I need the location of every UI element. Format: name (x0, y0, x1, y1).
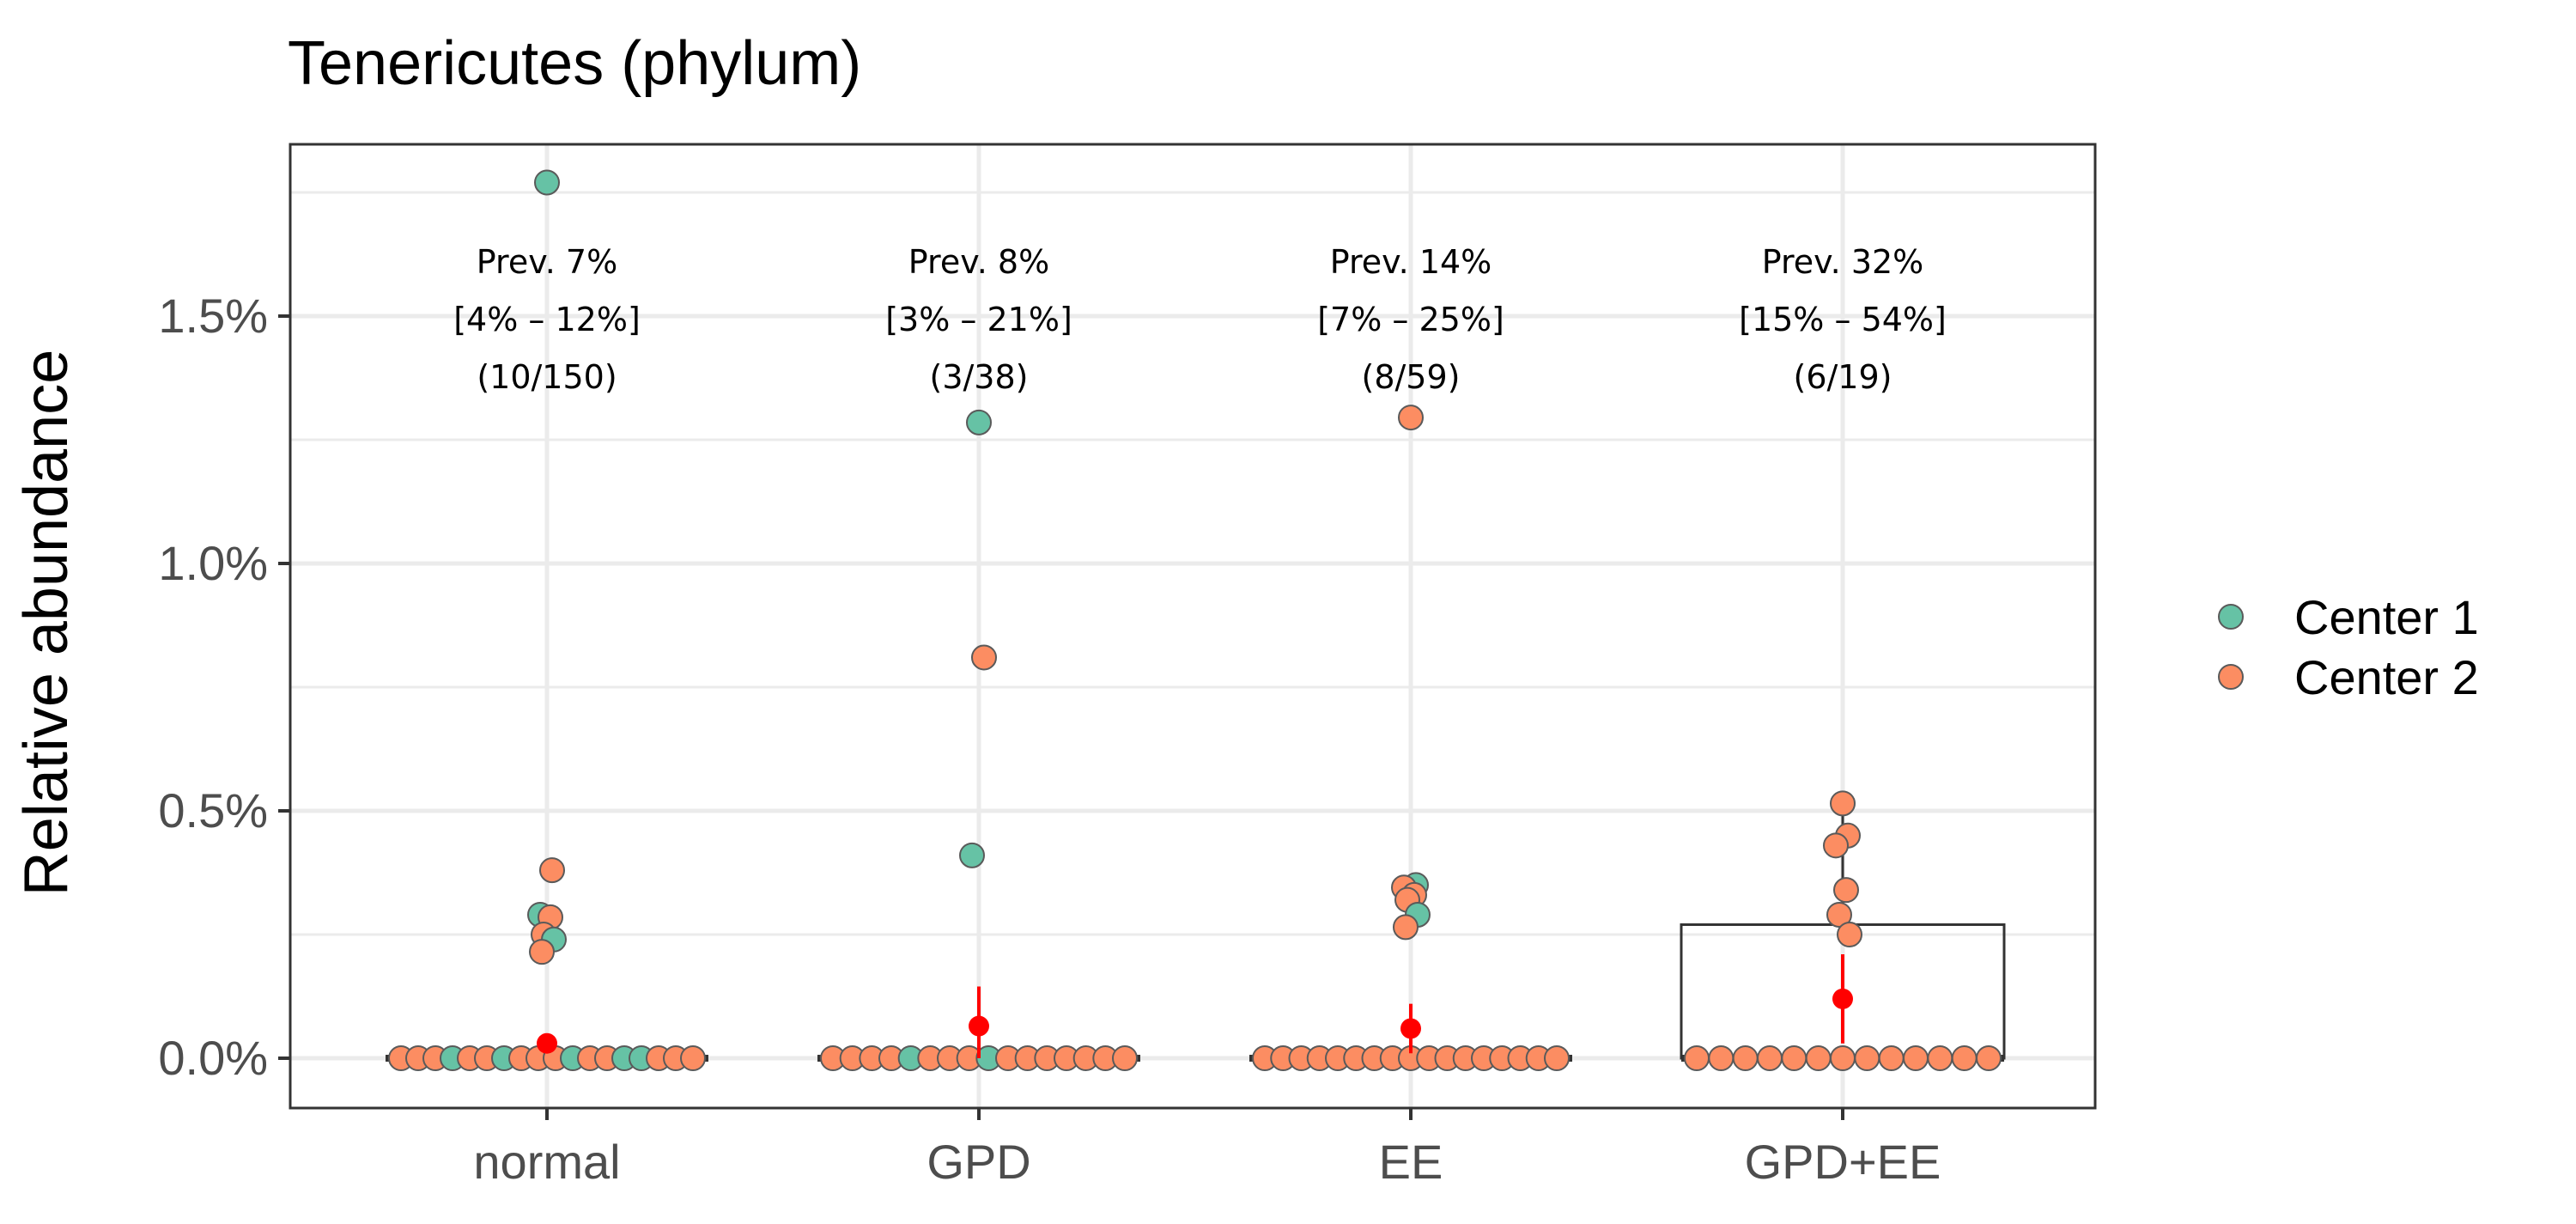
data-point (539, 857, 565, 884)
prevalence-annotation: (6/19) (1794, 358, 1893, 396)
x-tick-label: GPD (927, 1135, 1030, 1189)
group-GPD: Prev. 8% [3% – 21%] (3/38) (817, 243, 1140, 1071)
mean-point (1832, 988, 1853, 1009)
data-point (1830, 1045, 1856, 1071)
legend-label: Center 2 (2294, 650, 2479, 704)
plot-area: 0.0% 0.5% 1.0% 1.5% normal GPD EE GPD+EE Prev. 7… (158, 143, 2097, 1189)
y-tick-label: 0.0% (158, 1031, 268, 1085)
prevalence-annotation: [4% – 12%] (453, 301, 641, 338)
data-point (1823, 832, 1849, 859)
prevalence-annotation: Prev. 14% (1330, 243, 1492, 281)
data-point (1833, 877, 1859, 904)
prevalence-annotation: Prev. 7% (477, 243, 617, 281)
prevalence-annotation: (3/38) (930, 358, 1029, 396)
data-point (1684, 1045, 1710, 1071)
data-point (1903, 1045, 1929, 1071)
y-axis-label: Relative abundance (12, 350, 81, 896)
data-point (1544, 1045, 1570, 1071)
group-EE: Prev. 14% [7% – 25%] (8/59) (1249, 243, 1572, 1071)
data-point (534, 169, 560, 196)
data-point (1805, 1045, 1832, 1071)
data-point (1837, 922, 1862, 947)
data-point (966, 409, 992, 435)
data-point (1826, 901, 1852, 928)
legend-key (2218, 604, 2244, 630)
group-normal: Prev. 7% [4% – 12%] (10/150) (386, 169, 708, 1071)
legend-key (2218, 664, 2244, 690)
data-point (1976, 1045, 2002, 1071)
x-tick-label: EE (1379, 1135, 1443, 1189)
x-tick-label: GPD+EE (1745, 1135, 1941, 1189)
data-point (1757, 1045, 1783, 1071)
mean-point (537, 1032, 557, 1054)
mean-point (969, 1015, 989, 1037)
y-tick-label: 1.5% (158, 289, 268, 343)
data-point (1854, 1045, 1880, 1071)
data-point (1398, 405, 1424, 431)
mean-point (1400, 1018, 1421, 1039)
prevalence-annotation: [15% – 54%] (1739, 301, 1947, 338)
data-point (680, 1045, 706, 1071)
chart-title: Tenericutes (phylum) (288, 29, 861, 98)
data-point (1393, 914, 1419, 941)
prevalence-annotation: [7% – 25%] (1317, 301, 1504, 338)
group-GPD+EE: Prev. 32% [15% – 54%] (6/19) (1680, 243, 2006, 1071)
data-point (1708, 1045, 1735, 1071)
prevalence-annotation: (10/150) (477, 358, 617, 396)
data-point (1878, 1045, 1905, 1071)
prevalence-annotation: Prev. 8% (908, 243, 1049, 281)
panel-border (289, 143, 2097, 1110)
y-tick-label: 0.5% (158, 783, 268, 837)
prevalence-annotation: (8/59) (1362, 358, 1461, 396)
panel-background (290, 144, 2095, 1108)
y-tick-label: 1.0% (158, 536, 268, 590)
data-point (1112, 1045, 1138, 1071)
prevalence-annotation: Prev. 32% (1762, 243, 1924, 281)
data-point (1830, 790, 1856, 817)
x-tick-label: normal (473, 1135, 620, 1189)
legend-label: Center 1 (2294, 590, 2479, 644)
data-point (1927, 1045, 1953, 1071)
data-point (529, 939, 555, 965)
prevalence-annotation: [3% – 21%] (885, 301, 1072, 338)
data-point (1781, 1045, 1807, 1071)
data-point (959, 842, 985, 868)
data-point (971, 644, 997, 671)
data-point (1951, 1045, 1978, 1071)
data-point (1732, 1045, 1759, 1071)
legend: Center 1 Center 2 (2218, 590, 2479, 704)
